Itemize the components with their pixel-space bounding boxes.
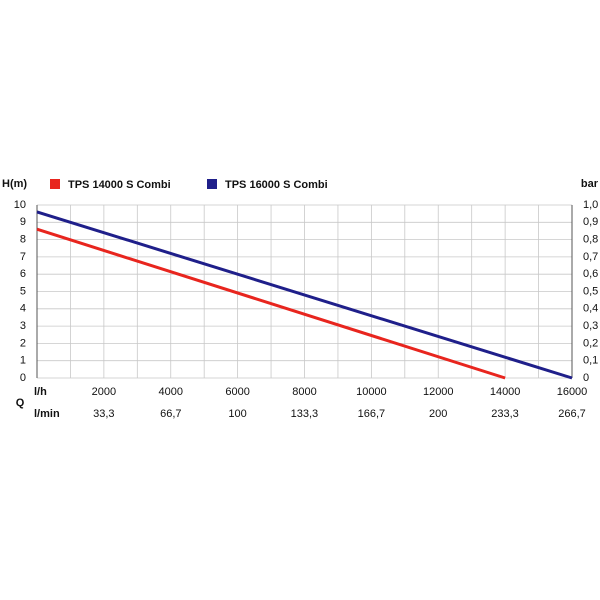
y-tick-label: 6 [20,268,26,280]
y-tick-label: 3 [20,320,26,332]
x2-unit: l/min [34,408,60,420]
series-line [36,227,506,380]
x2-tick-label: 133,3 [291,408,319,420]
y2-tick-label: 0,5 [583,285,598,297]
x-tick-label: 12000 [423,386,454,398]
x-tick-label: 10000 [356,386,387,398]
x2-tick-label: 166,7 [358,408,386,420]
x2-tick-label: 200 [429,408,447,420]
y-tick-label: 7 [20,251,26,263]
x2-tick-label: 233,3 [491,408,519,420]
y2-axis-label: bar [581,178,599,190]
y-axis-label: H(m) [2,178,27,190]
y-tick-label: 0 [20,372,26,384]
x-tick-label: 6000 [225,386,249,398]
y-tick-label: 5 [20,285,26,297]
y2-tick-label: 0,7 [583,251,598,263]
x2-tick-label: 33,3 [93,408,114,420]
x2-tick-label: 100 [228,408,246,420]
y-tick-label: 9 [20,216,26,228]
x-tick-label: 14000 [490,386,521,398]
legend-label: TPS 14000 S Combi [68,179,171,191]
x-tick-label: 4000 [159,386,183,398]
y2-tick-label: 0,3 [583,320,598,332]
y-tick-label: 1 [20,355,26,367]
y-tick-label: 10 [14,199,26,211]
x-axis-label: Q [16,397,25,409]
y2-tick-label: 0,4 [583,303,598,315]
legend-swatch [50,179,60,189]
y2-tick-label: 0 [583,372,589,384]
y-tick-label: 8 [20,234,26,246]
y2-tick-label: 0,9 [583,216,598,228]
y-tick-label: 2 [20,337,26,349]
x-unit: l/h [34,386,47,398]
legend-label: TPS 16000 S Combi [225,179,328,191]
y2-tick-label: 1,0 [583,199,598,211]
x-tick-label: 8000 [292,386,316,398]
x-tick-label: 2000 [92,386,116,398]
legend-swatch [207,179,217,189]
x2-tick-label: 266,7 [558,408,586,420]
x-tick-label: 16000 [557,386,588,398]
y2-tick-label: 0,8 [583,234,598,246]
x2-tick-label: 66,7 [160,408,181,420]
y2-tick-label: 0,1 [583,355,598,367]
y-tick-label: 4 [20,303,26,315]
y2-tick-label: 0,2 [583,337,598,349]
series-line [36,210,573,380]
y2-tick-label: 0,6 [583,268,598,280]
